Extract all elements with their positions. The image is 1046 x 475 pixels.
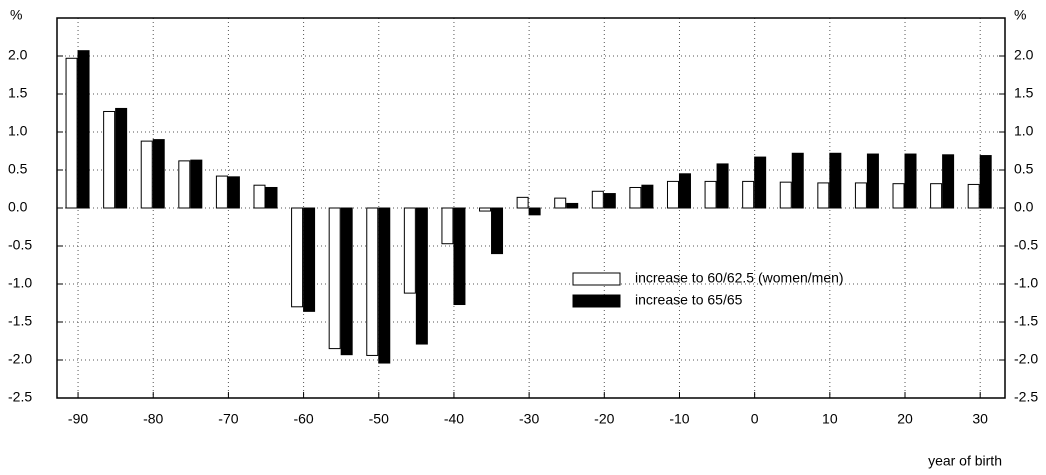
bar xyxy=(77,50,90,209)
bar xyxy=(629,186,642,209)
bar xyxy=(791,152,804,209)
legend-label: increase to 60/62.5 (women/men) xyxy=(635,270,844,286)
x-tick-label: -20 xyxy=(594,411,614,427)
bar xyxy=(641,184,654,209)
y-tick-label: 0.0 xyxy=(8,199,28,215)
bar xyxy=(453,207,466,306)
x-tick-label: -60 xyxy=(293,411,313,427)
bar xyxy=(779,181,792,209)
y-tick-label: -0.5 xyxy=(8,237,32,253)
y-tick-label-right: -2.5 xyxy=(1014,389,1038,405)
y-tick-label: 1.5 xyxy=(8,85,28,101)
x-tick-label: -80 xyxy=(143,411,163,427)
y-tick-label-right: 0.5 xyxy=(1014,161,1034,177)
bar xyxy=(528,207,541,216)
bar xyxy=(65,57,78,209)
bar xyxy=(742,180,755,209)
y-tick-label-right: -1.0 xyxy=(1014,275,1038,291)
bar xyxy=(829,152,842,209)
bar xyxy=(904,153,917,209)
bar xyxy=(942,154,955,209)
legend-swatch xyxy=(572,294,621,308)
bar xyxy=(892,183,905,209)
bar xyxy=(516,196,529,209)
bar xyxy=(704,180,717,209)
bar xyxy=(967,183,980,209)
y-tick-label-right: -2.0 xyxy=(1014,351,1038,367)
x-tick-label: 30 xyxy=(972,411,988,427)
y-tick-label: 0.5 xyxy=(8,161,28,177)
y-axis-label: % xyxy=(10,7,22,23)
y-tick-label: -2.0 xyxy=(8,351,32,367)
y-axis-label-right: % xyxy=(1014,7,1026,23)
bar xyxy=(817,182,830,209)
bar xyxy=(178,160,191,209)
legend-label: increase to 65/65 xyxy=(635,292,743,308)
bar xyxy=(566,202,579,209)
bar xyxy=(678,173,691,209)
bar xyxy=(215,175,228,209)
x-tick-label: -50 xyxy=(369,411,389,427)
y-tick-label-right: 2.0 xyxy=(1014,47,1034,63)
y-tick-label: 1.0 xyxy=(8,123,28,139)
bar xyxy=(603,193,616,209)
bar xyxy=(103,110,116,209)
bar xyxy=(227,176,240,209)
bar xyxy=(591,190,604,209)
bar xyxy=(303,207,316,312)
x-tick-label: 20 xyxy=(897,411,913,427)
x-axis-label: year of birth xyxy=(928,453,1002,469)
bar xyxy=(754,156,767,209)
bar xyxy=(666,180,679,209)
bar xyxy=(152,139,165,209)
x-tick-label: 10 xyxy=(822,411,838,427)
bar xyxy=(479,207,492,212)
x-tick-label: 0 xyxy=(751,411,759,427)
bar xyxy=(378,207,391,364)
y-tick-label-right: 1.0 xyxy=(1014,123,1034,139)
legend-swatch xyxy=(572,272,621,286)
bar xyxy=(930,183,943,209)
bar xyxy=(265,186,278,209)
x-tick-label: -70 xyxy=(218,411,238,427)
bar xyxy=(190,159,203,209)
bar xyxy=(554,197,567,209)
bar xyxy=(854,182,867,209)
bar xyxy=(140,140,153,209)
bar xyxy=(340,207,353,356)
y-tick-label-right: 1.5 xyxy=(1014,85,1034,101)
y-tick-label: -1.0 xyxy=(8,275,32,291)
y-tick-label: 2.0 xyxy=(8,47,28,63)
bar xyxy=(115,107,128,209)
bar xyxy=(415,207,428,345)
x-tick-label: -10 xyxy=(669,411,689,427)
bar xyxy=(716,163,729,209)
y-tick-label-right: -1.5 xyxy=(1014,313,1038,329)
bar xyxy=(979,155,992,209)
y-tick-label-right: -0.5 xyxy=(1014,237,1038,253)
bar xyxy=(291,207,304,308)
bar xyxy=(491,207,504,255)
bar xyxy=(328,207,341,350)
y-tick-label: -1.5 xyxy=(8,313,32,329)
bar xyxy=(403,207,416,294)
bar xyxy=(366,207,379,356)
y-tick-label-right: 0.0 xyxy=(1014,199,1034,215)
bar xyxy=(253,184,266,209)
x-tick-label: -90 xyxy=(68,411,88,427)
y-tick-label: -2.5 xyxy=(8,389,32,405)
bar xyxy=(866,153,879,209)
x-tick-label: -40 xyxy=(444,411,464,427)
x-tick-label: -30 xyxy=(519,411,539,427)
bar xyxy=(441,207,454,245)
